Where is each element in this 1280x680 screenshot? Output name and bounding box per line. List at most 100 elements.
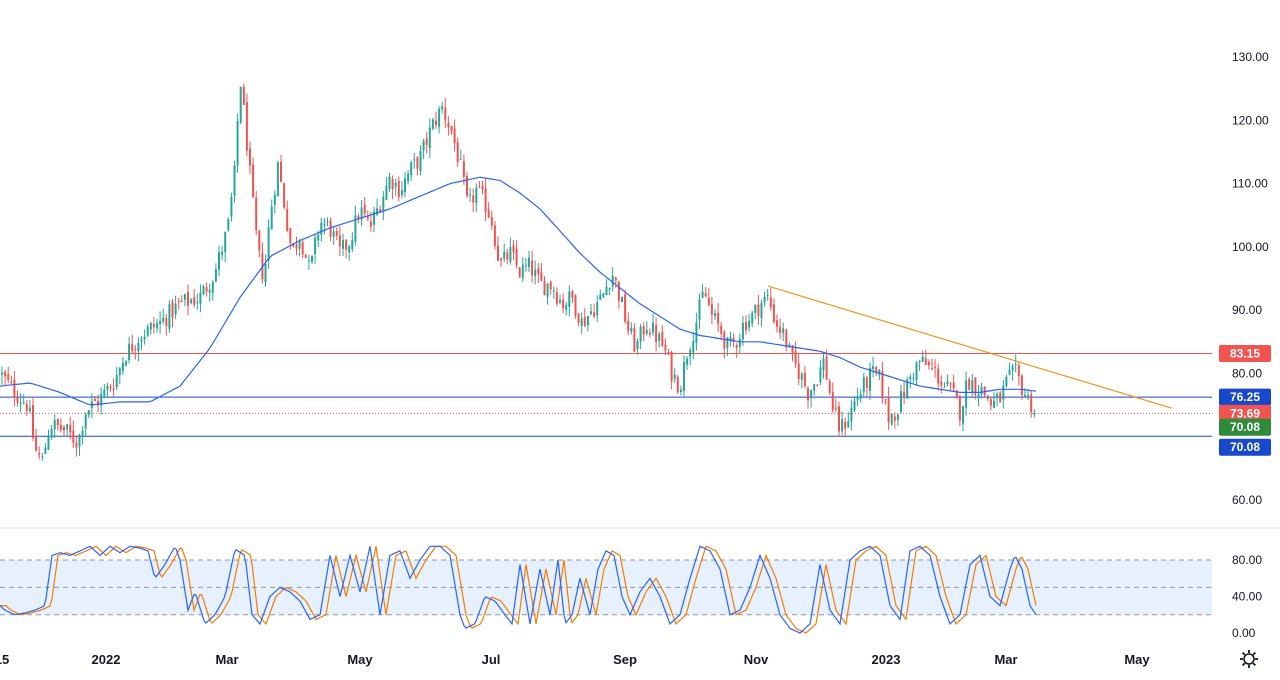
- candle-up[interactable]: [159, 311, 162, 334]
- horizontal-levels[interactable]: [0, 352, 1212, 437]
- candle-down[interactable]: [757, 295, 760, 325]
- candle-down[interactable]: [63, 424, 65, 436]
- candle-up[interactable]: [323, 217, 326, 235]
- candle-up[interactable]: [41, 452, 44, 461]
- candle-up[interactable]: [146, 323, 149, 338]
- candle-down[interactable]: [187, 284, 189, 316]
- candle-up[interactable]: [190, 297, 193, 305]
- candle-down[interactable]: [549, 280, 552, 295]
- candle-down[interactable]: [785, 328, 788, 352]
- candle-down[interactable]: [478, 180, 481, 189]
- candle-up[interactable]: [714, 308, 716, 320]
- candle-down[interactable]: [704, 287, 707, 298]
- candle-down[interactable]: [881, 361, 884, 404]
- candle-down[interactable]: [670, 350, 673, 390]
- candle-down[interactable]: [574, 294, 577, 319]
- candle-down[interactable]: [280, 155, 282, 183]
- candle-down[interactable]: [974, 377, 977, 400]
- candle-up[interactable]: [137, 337, 140, 362]
- candle-down[interactable]: [456, 137, 459, 167]
- candle-down[interactable]: [450, 125, 453, 135]
- candle-down[interactable]: [903, 382, 906, 405]
- candle-down[interactable]: [949, 381, 952, 391]
- candle-down[interactable]: [112, 378, 115, 397]
- candle-up[interactable]: [81, 426, 84, 445]
- candle-up[interactable]: [118, 366, 121, 385]
- candle-down[interactable]: [940, 375, 943, 394]
- candle-down[interactable]: [642, 322, 645, 342]
- candle-down[interactable]: [416, 156, 419, 176]
- candle-up[interactable]: [307, 254, 310, 270]
- candle-up[interactable]: [965, 371, 968, 416]
- candle-up[interactable]: [599, 289, 602, 301]
- candle-up[interactable]: [410, 160, 413, 181]
- candle-down[interactable]: [958, 394, 961, 427]
- candle-up[interactable]: [84, 412, 87, 437]
- candle-down[interactable]: [1030, 390, 1033, 418]
- candle-up[interactable]: [1008, 362, 1011, 376]
- candle-up[interactable]: [645, 321, 648, 336]
- candle-up[interactable]: [918, 359, 921, 371]
- time-axis[interactable]: 15 2022 Mar May Jul Sep Nov 2023 Mar May: [0, 652, 1150, 667]
- candle-up[interactable]: [503, 243, 506, 263]
- candle-down[interactable]: [865, 375, 868, 397]
- candle-up[interactable]: [977, 384, 980, 407]
- candle-up[interactable]: [862, 372, 865, 397]
- candle-up[interactable]: [878, 368, 881, 381]
- candle-up[interactable]: [689, 347, 692, 366]
- candle-up[interactable]: [66, 424, 69, 436]
- candle-up[interactable]: [360, 199, 363, 227]
- candle-down[interactable]: [304, 253, 307, 259]
- candle-down[interactable]: [10, 375, 13, 385]
- candle-up[interactable]: [149, 321, 152, 335]
- candle-up[interactable]: [621, 296, 623, 303]
- candle-down[interactable]: [447, 116, 450, 136]
- candle-up[interactable]: [524, 257, 527, 272]
- candle-up[interactable]: [385, 177, 388, 201]
- trendline[interactable]: [767, 285, 1173, 409]
- candle-up[interactable]: [810, 389, 813, 408]
- candle-up[interactable]: [326, 217, 329, 227]
- candle-up[interactable]: [233, 160, 236, 203]
- candle-down[interactable]: [633, 323, 636, 352]
- candle-down[interactable]: [661, 325, 664, 347]
- candle-down[interactable]: [193, 289, 196, 308]
- candle-down[interactable]: [435, 111, 437, 129]
- candle-down[interactable]: [583, 308, 586, 328]
- candle-down[interactable]: [838, 401, 840, 437]
- candle-up[interactable]: [915, 361, 918, 386]
- candle-up[interactable]: [100, 387, 103, 415]
- candle-down[interactable]: [109, 384, 112, 392]
- candle-down[interactable]: [828, 378, 831, 396]
- candle-down[interactable]: [444, 98, 447, 128]
- candle-up[interactable]: [850, 399, 853, 431]
- candle-up[interactable]: [890, 413, 893, 426]
- candle-up[interactable]: [521, 257, 524, 282]
- candle-up[interactable]: [162, 308, 165, 325]
- candle-down[interactable]: [710, 296, 713, 325]
- candle-up[interactable]: [298, 238, 301, 257]
- candle-up[interactable]: [679, 385, 682, 396]
- candle-down[interactable]: [735, 342, 738, 358]
- candle-up[interactable]: [320, 217, 323, 242]
- candle-up[interactable]: [859, 389, 862, 403]
- candle-down[interactable]: [825, 349, 828, 381]
- candle-down[interactable]: [593, 303, 596, 319]
- candle-down[interactable]: [493, 221, 496, 250]
- candle-up[interactable]: [354, 205, 357, 246]
- candle-down[interactable]: [391, 175, 394, 200]
- candle-down[interactable]: [286, 200, 289, 232]
- candle-down[interactable]: [180, 295, 183, 303]
- candle-down[interactable]: [72, 420, 75, 448]
- candle-down[interactable]: [69, 416, 72, 440]
- candle-up[interactable]: [394, 178, 397, 196]
- candle-down[interactable]: [676, 375, 679, 395]
- candle-up[interactable]: [605, 279, 608, 296]
- candle-up[interactable]: [1011, 363, 1014, 381]
- candle-up[interactable]: [800, 371, 803, 389]
- stoch-axis[interactable]: 80.00 40.00 0.00: [1232, 553, 1262, 640]
- candle-down[interactable]: [301, 239, 304, 259]
- candle-up[interactable]: [741, 315, 744, 346]
- candle-down[interactable]: [242, 83, 245, 105]
